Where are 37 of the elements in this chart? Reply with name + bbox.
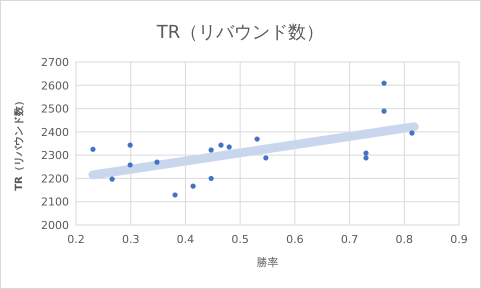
point	[218, 142, 224, 148]
y-tick-label: 2600	[41, 79, 69, 92]
point	[381, 108, 387, 114]
point	[381, 80, 387, 86]
point	[208, 147, 214, 153]
point	[128, 162, 133, 168]
point	[226, 144, 232, 150]
y-axis-title: TR（リバウンド数）	[13, 96, 25, 191]
point	[190, 184, 196, 189]
x-tick-label: 0.7	[340, 233, 358, 246]
point	[409, 130, 415, 136]
x-axis-title: 勝率	[256, 256, 278, 269]
point	[110, 176, 115, 182]
x-tick-label: 0.5	[231, 233, 249, 246]
point	[208, 176, 214, 182]
y-tick-label: 2500	[41, 102, 69, 116]
y-tick-label: 2000	[41, 219, 69, 232]
y-tick-label: 2400	[41, 126, 69, 139]
point	[90, 146, 96, 152]
x-tick-label: 0.2	[67, 233, 85, 246]
point	[154, 160, 160, 165]
y-tick-label: 2300	[41, 149, 69, 162]
x-tick-label: 0.9	[450, 233, 468, 246]
point	[254, 136, 260, 142]
point	[172, 192, 178, 198]
chart-title: TR（リバウンド数）	[156, 22, 324, 43]
point	[128, 142, 133, 148]
point	[363, 155, 369, 161]
x-tick-label: 0.3	[122, 233, 140, 246]
y-tick-label: 2100	[41, 196, 69, 209]
y-tick-label: 2700	[41, 56, 69, 69]
x-tick-label: 0.8	[396, 233, 414, 246]
y-tick-label: 2200	[41, 172, 69, 186]
x-tick-label: 0.4	[176, 233, 194, 246]
point	[363, 150, 369, 156]
x-tick-label: 0.6	[286, 233, 304, 246]
point	[263, 155, 268, 161]
